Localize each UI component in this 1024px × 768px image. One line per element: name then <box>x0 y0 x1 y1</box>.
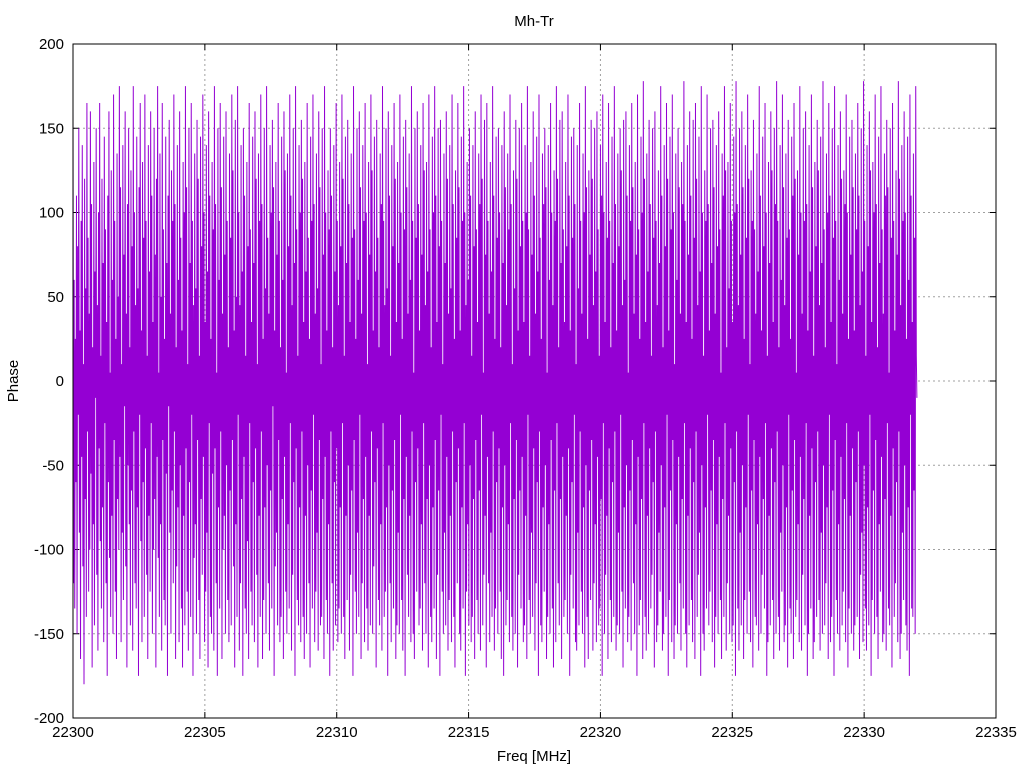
x-tick-label: 22320 <box>580 724 622 741</box>
x-tick-label: 22335 <box>975 724 1017 741</box>
plot-frame <box>72 43 997 719</box>
x-tick-label: 22310 <box>316 724 358 741</box>
y-tick-label: -150 <box>34 626 64 643</box>
y-tick-label: 0 <box>56 373 64 390</box>
y-tick-label: 150 <box>39 120 64 137</box>
chart-title: Mh-Tr <box>514 13 553 30</box>
series-line <box>72 81 918 685</box>
y-tick-label: 200 <box>39 36 64 53</box>
y-axis-label: Phase <box>5 360 22 403</box>
series-layer <box>72 81 918 685</box>
x-axis-label: Freq [MHz] <box>497 748 571 765</box>
y-tick-label: 100 <box>39 205 64 222</box>
y-tick-label: -50 <box>42 457 64 474</box>
x-tick-label: 22305 <box>184 724 226 741</box>
y-tick-label: 50 <box>47 289 64 306</box>
axis-ticks: 22300 22305 22310 22315 22320 22325 22330 22335… <box>34 36 1017 741</box>
y-tick-label: -200 <box>34 710 64 727</box>
x-tick-label: 22330 <box>843 724 885 741</box>
y-tick-label: -100 <box>34 542 64 559</box>
x-tick-label: 22325 <box>711 724 753 741</box>
x-tick-label: 22315 <box>448 724 490 741</box>
x-tick-label: 22300 <box>52 724 94 741</box>
